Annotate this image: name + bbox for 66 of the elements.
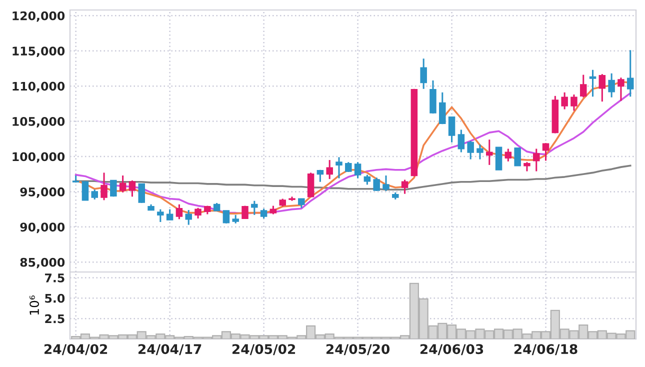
candlestick xyxy=(185,209,192,226)
y-tick-label: 2.5 xyxy=(45,314,64,324)
x-tick-label: 24/05/02 xyxy=(232,344,296,356)
candlestick xyxy=(119,174,126,194)
candlestick xyxy=(373,176,380,192)
y-tick-label: 110,000 xyxy=(12,82,65,92)
candlestick xyxy=(157,208,164,223)
candlestick xyxy=(439,92,446,125)
y-tick-label: 85,000 xyxy=(20,258,65,268)
candlestick xyxy=(598,73,606,102)
y-tick-label: 95,000 xyxy=(20,187,65,198)
candlestick xyxy=(82,180,89,201)
candlestick xyxy=(514,147,521,166)
candlestick xyxy=(166,208,174,221)
candlestick xyxy=(194,207,202,220)
candlestick xyxy=(364,174,371,186)
candlestick xyxy=(458,128,465,154)
x-tick-label: 24/05/20 xyxy=(326,344,390,356)
candlestick xyxy=(504,148,512,162)
candlestick xyxy=(345,161,352,173)
candlestick xyxy=(176,204,183,220)
y-tick-label: 115,000 xyxy=(12,46,65,58)
x-tick-label: 24/04/17 xyxy=(138,344,202,356)
y-tick-label: 7.5 xyxy=(45,274,64,282)
y-tick-label: 100,000 xyxy=(12,152,65,163)
candlestick xyxy=(242,205,248,220)
candlestick xyxy=(448,116,456,144)
candlestick xyxy=(401,178,408,195)
candlestick xyxy=(570,94,578,112)
candlestick xyxy=(420,58,427,90)
candlestick xyxy=(580,74,587,98)
candlestick xyxy=(524,161,530,172)
candlestick xyxy=(91,188,98,200)
candlestick xyxy=(138,183,145,204)
x-tick-label: 24/06/18 xyxy=(514,344,578,356)
candlestick xyxy=(430,80,436,114)
candlestick xyxy=(222,210,230,224)
candlestick xyxy=(476,144,484,160)
candlestick xyxy=(467,140,474,160)
candlestick xyxy=(336,156,342,180)
candlestick xyxy=(486,138,493,166)
candlestick xyxy=(307,172,314,198)
candlestick xyxy=(326,159,333,180)
candlestick xyxy=(532,148,540,172)
candlestick xyxy=(298,198,305,209)
candlestick xyxy=(561,92,568,110)
y-tick-label: 90,000 xyxy=(20,222,65,234)
y-axis-title: 10⁶ xyxy=(30,295,40,315)
candlestick xyxy=(542,142,550,162)
x-tick-label: 24/06/03 xyxy=(420,344,484,356)
candlestick xyxy=(260,208,268,220)
candlestick xyxy=(251,200,258,216)
candlestick xyxy=(495,146,502,170)
y-tick-label: 120,000 xyxy=(12,11,65,22)
y-tick-label: 5.0 xyxy=(45,294,65,303)
candlestick xyxy=(618,76,624,102)
candlestick xyxy=(382,174,390,192)
candlestick xyxy=(626,49,634,98)
candlestick xyxy=(589,69,596,98)
candlestick xyxy=(354,161,362,180)
y-tick-label: 105,000 xyxy=(12,117,65,128)
candlestick xyxy=(110,180,117,198)
candlestick xyxy=(608,72,615,98)
candlestick xyxy=(100,172,108,201)
candlestick xyxy=(128,180,136,198)
x-tick-label: 24/04/02 xyxy=(44,344,108,356)
